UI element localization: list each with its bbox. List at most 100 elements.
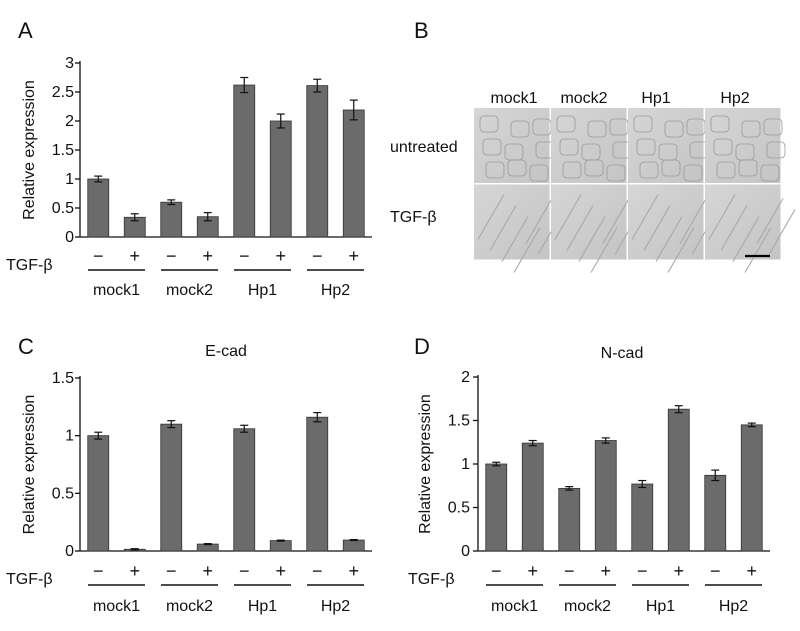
cell-outline [760,164,780,182]
cell-outline [562,161,582,179]
cell-outline [479,115,499,133]
bar [704,474,727,552]
minus-label: − [312,246,323,266]
panel-letter: C [18,334,34,359]
y-axis-title: Relative expression [21,80,38,220]
group-label: Hp1 [248,282,277,299]
cell-outline [766,141,786,159]
minus-label: − [93,246,104,266]
y-tick-label: 0.5 [52,200,74,217]
cell-outline [485,161,505,179]
cell-outline [710,115,730,133]
spindle-cell [477,194,505,240]
y-tick-label: 0 [65,543,74,560]
panel-letter: B [414,18,429,43]
chart-panel-c: C E-cad Relative expression 0 0.5 1 1.5 − + − + − + −… [6,334,372,615]
column-label: mock2 [560,90,607,107]
y-tick-label: 0 [461,543,470,560]
bar [594,440,617,552]
bar [521,442,544,552]
cell-outline [482,138,502,156]
plus-label: + [348,246,359,266]
spindle-cell [489,205,517,251]
cell-outline [713,138,733,156]
micrograph-tile [628,184,704,260]
cell-outline [584,159,604,177]
micrograph-tile [474,108,550,183]
cell-outline [636,138,656,156]
micrograph-tile [474,184,550,260]
cell-outline [556,115,576,133]
group-label: mock2 [564,598,611,615]
micrograph-tile [551,184,627,260]
y-tick-label: 1.5 [448,413,470,430]
plus-label: + [202,561,213,581]
chart-title: N-cad [601,345,644,362]
bar [269,120,292,238]
minus-label: − [312,561,323,581]
plus-label: + [527,561,538,581]
y-axis-title: Relative expression [417,394,434,534]
chart-panel-d: D N-cad Relative expression 0 0.5 1 1.5 2 − + − + − +… [408,334,770,615]
spindle-cell [756,198,784,244]
column-label: Hp1 [641,90,670,107]
y-axis-title: Relative expression [21,395,38,535]
spindle-cell [732,216,760,262]
cell-outline [683,164,703,182]
bar [342,109,365,238]
bar [87,435,110,552]
panel-letter: A [18,18,33,43]
minus-label: − [166,561,177,581]
spindle-cell [602,198,630,244]
y-tick-label: 0.5 [52,485,74,502]
minus-label: − [239,561,250,581]
cell-outline [633,115,653,133]
bar [233,84,256,238]
condition-label: TGF-β [408,571,455,588]
plus-label: + [202,246,213,266]
spindle-cell [525,198,553,244]
plus-label: + [673,561,684,581]
plus-label: + [600,561,611,581]
cell-outline [741,120,761,138]
plus-label: + [746,561,757,581]
condition-label: TGF-β [6,257,53,274]
cell-outline [763,118,783,136]
y-tick-label: 1 [65,428,74,445]
cell-outline [661,159,681,177]
bar [485,463,508,552]
spindle-cell [554,194,582,240]
panel-letter: D [414,334,430,359]
bar [306,416,329,552]
group-label: mock1 [491,598,538,615]
minus-label: − [710,561,721,581]
group-label: mock2 [166,282,213,299]
bar [631,483,654,552]
y-tick-label: 1.5 [52,142,74,159]
column-label: Hp2 [720,90,749,107]
bar [269,540,292,552]
y-tick-label: 1.5 [52,370,74,387]
plus-label: + [275,246,286,266]
y-tick-label: 0.5 [448,500,470,517]
minus-label: − [564,561,575,581]
plus-label: + [129,246,140,266]
cell-outline [606,164,626,182]
spindle-cell [744,227,772,273]
spindle-cell [667,227,695,273]
spindle-cell [513,227,541,273]
minus-label: − [93,561,104,581]
minus-label: − [491,561,502,581]
spindle-cell [631,194,659,240]
cell-outline [587,120,607,138]
plus-label: + [348,561,359,581]
group-label: Hp2 [321,282,350,299]
cell-outline [510,120,530,138]
spindle-cell [768,209,796,255]
column-label: mock1 [490,90,537,107]
row-label: TGF-β [390,209,437,226]
spindle-cell [720,205,748,251]
group-label: Hp1 [646,598,675,615]
cell-outline [664,120,684,138]
